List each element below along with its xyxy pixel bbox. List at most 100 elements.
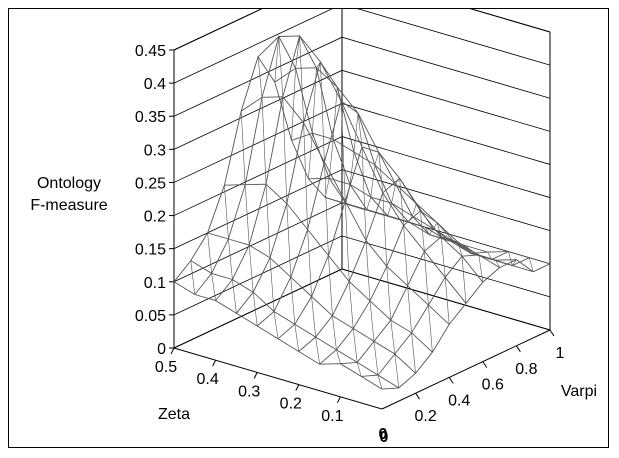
y-axis-title: Varpi xyxy=(561,383,597,400)
z-axis-title-line2: F-measure xyxy=(30,197,107,214)
mesh-diag-8-1 xyxy=(228,238,233,280)
mesh-diag-0-2 xyxy=(411,332,416,374)
varpi-tick-2 xyxy=(482,361,488,368)
mesh-diag-7-9 xyxy=(383,214,388,217)
mesh-diag-9-8 xyxy=(324,178,330,198)
varpi-tick-label-3: 0.8 xyxy=(515,361,537,378)
mesh-diag-8-2 xyxy=(244,184,250,246)
mesh-diag-1-7 xyxy=(474,253,479,256)
mesh-diag-6-0 xyxy=(252,292,258,327)
z-tick-label-4: 0.2 xyxy=(144,209,166,226)
mesh-diag-1-3 xyxy=(407,285,412,333)
mesh-diag-2-1 xyxy=(352,328,358,363)
mesh-diag-3-3 xyxy=(365,240,371,301)
mesh-diag-9-6 xyxy=(291,68,296,141)
zeta-axis-line xyxy=(173,347,383,410)
mesh-diag-0-0 xyxy=(377,375,383,390)
mesh-diag-2-0 xyxy=(336,349,341,364)
mesh-diag-0-7 xyxy=(495,260,500,268)
mesh-diag-1-6 xyxy=(457,242,463,257)
mesh-diag-7-4 xyxy=(299,35,304,123)
zeta-tick-label-1: 0.4 xyxy=(196,371,218,388)
mesh-diag-4-8 xyxy=(428,228,434,235)
mesh-diag-7-7 xyxy=(349,152,355,185)
mesh-diag-6-3 xyxy=(303,122,308,230)
mesh-diag-2-7 xyxy=(453,241,459,243)
mesh-diag-1-0 xyxy=(356,362,362,377)
mesh-diag-0-4 xyxy=(444,277,450,325)
surface-chart: 0 0.05 0.1 0.15 0.2 0.25 0.3 0.35 0.4 0.45 0.5 0.4… xyxy=(30,9,597,446)
mesh-diag-2-3 xyxy=(386,266,392,321)
origin-label-1: 0 xyxy=(379,426,388,443)
mesh-diag-0-9 xyxy=(528,257,534,272)
mesh-diag-4-1 xyxy=(311,296,316,337)
mesh-diag-1-1 xyxy=(373,341,379,376)
mesh-diag-5-5 xyxy=(357,113,363,147)
z-gridline-0 xyxy=(173,268,551,349)
mesh-diag-7-3 xyxy=(282,96,288,204)
zeta-tick-label-4: 0.1 xyxy=(321,408,343,425)
mesh-line-varpi-7 xyxy=(291,132,500,268)
mesh-diag-4-4 xyxy=(361,146,367,241)
mesh-diag-6-1 xyxy=(269,257,275,312)
mesh-line-zeta-8 xyxy=(215,34,384,301)
z-gridline-8 xyxy=(173,9,551,84)
z-tick-label-5: 0.25 xyxy=(135,175,166,192)
varpi-tick-3 xyxy=(515,345,521,353)
z-tick-label-0: 0 xyxy=(157,341,166,358)
mesh-diag-9-2 xyxy=(224,185,229,239)
mesh-diag-7-5 xyxy=(316,61,321,68)
z-gridline-3 xyxy=(173,169,551,250)
mesh-diag-1-8 xyxy=(491,259,496,261)
mesh-diag-8-4 xyxy=(278,36,284,97)
mesh-diag-5-0 xyxy=(273,311,279,339)
mesh-diag-0-3 xyxy=(428,305,433,353)
mesh-diag-2-4 xyxy=(403,225,408,286)
mesh-line-varpi-2 xyxy=(207,232,416,374)
z-tick-label-8: 0.4 xyxy=(144,76,166,93)
mesh-diag-2-2 xyxy=(369,300,375,342)
mesh-diag-4-2 xyxy=(328,255,333,316)
zeta-tick-1 xyxy=(212,359,217,367)
mesh-diag-0-6 xyxy=(478,254,484,283)
z-tick-label-6: 0.3 xyxy=(144,142,166,159)
mesh-diag-3-7 xyxy=(432,222,438,229)
mesh-diag-3-8 xyxy=(449,240,455,242)
mesh-diag-3-6 xyxy=(416,203,421,211)
mesh-diag-2-9 xyxy=(487,251,492,260)
varpi-tick-label-1: 0.4 xyxy=(448,392,470,409)
mesh-diag-2-8 xyxy=(470,253,475,255)
mesh-diag-5-3 xyxy=(324,161,329,256)
zeta-tick-0 xyxy=(170,347,175,355)
mesh-diag-5-7 xyxy=(391,184,396,204)
zeta-tick-label-3: 0.2 xyxy=(280,396,302,413)
mesh-diag-1-2 xyxy=(390,320,396,355)
mesh-diag-3-4 xyxy=(382,192,388,267)
mesh-diag-9-3 xyxy=(240,111,246,185)
mesh-diag-6-2 xyxy=(286,203,292,278)
mesh-diag-8-0 xyxy=(211,273,216,301)
mesh-diag-5-2 xyxy=(307,229,312,297)
mesh-diag-3-1 xyxy=(332,315,337,350)
varpi-tick-labels: 0.2 0.4 0.6 0.8 1 xyxy=(414,329,565,425)
mesh-diag-3-5 xyxy=(399,178,404,226)
zeta-tick-labels: 0.5 0.4 0.3 0.2 0.1 xyxy=(155,347,344,425)
mesh-diag-9-5 xyxy=(274,36,280,83)
mesh-diag-4-3 xyxy=(344,201,350,282)
right-wall-top-edge xyxy=(469,9,551,33)
z-tick-labels: 0 0.05 0.1 0.15 0.2 0.25 0.3 0.35 0.4 0.45 xyxy=(135,43,166,358)
mesh-diag-4-9 xyxy=(445,239,451,241)
z-tick-label-9: 0.45 xyxy=(135,43,166,60)
mesh-line-zeta-9 xyxy=(194,35,363,295)
zeta-tick-3 xyxy=(295,384,300,391)
mesh-diag-3-9 xyxy=(466,245,472,254)
mesh-diag-4-0 xyxy=(294,324,300,352)
mesh-diag-4-6 xyxy=(395,178,400,185)
z-gridline-6 xyxy=(173,69,551,150)
z-tick-label-2: 0.1 xyxy=(144,275,166,292)
mesh-diag-9-1 xyxy=(207,232,212,274)
varpi-tick-label-2: 0.6 xyxy=(482,377,504,394)
z-gridline-9 xyxy=(173,9,551,51)
mesh-diag-4-7 xyxy=(412,203,417,217)
mesh-diag-3-2 xyxy=(348,281,354,329)
